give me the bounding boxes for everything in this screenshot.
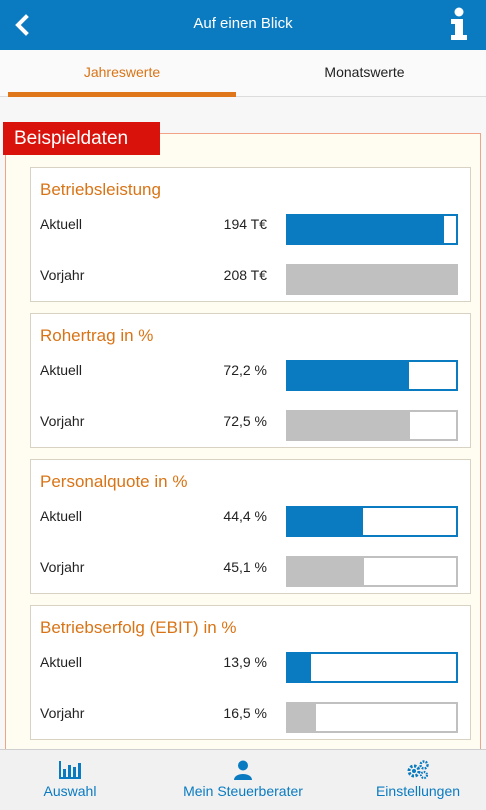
kpi-card-rohertrag: Rohertrag in % Aktuell 72,2 % Vorjahr 72… [30,313,471,448]
previous-year-bar [286,264,458,295]
chevron-left-icon [15,14,29,36]
back-button[interactable] [10,11,34,39]
sample-data-badge: Beispieldaten [3,122,160,155]
card-title: Betriebserfolg (EBIT) in % [40,618,237,637]
bar-fill [288,704,316,731]
current-bar [286,360,458,391]
previous-year-bar [286,410,458,441]
row-value: 194 T€ [223,216,267,232]
nav-auswahl[interactable]: Auswahl [20,750,120,810]
tab-jahreswerte[interactable]: Jahreswerte [8,50,236,97]
tab-label: Monatswerte [324,64,405,80]
bar-fill [288,558,364,585]
app-header: Auf einen Blick [0,0,486,50]
row-value: 72,2 % [223,362,267,378]
row-value: 72,5 % [223,413,267,429]
row-value: 44,4 % [223,508,267,524]
row-label: Aktuell [40,654,83,670]
card-title: Betriebsleistung [40,180,161,199]
bar-fill [288,216,445,243]
nav-mein-steuerberater[interactable]: Mein Steuerberater [160,750,326,810]
bottom-nav: Auswahl Mein Steuerberater Einstellungen [0,749,486,810]
row-value: 208 T€ [223,267,267,283]
nav-label: Auswahl [43,783,97,799]
info-icon [451,7,467,40]
row-label: Vorjahr [40,413,85,429]
row-label: Vorjahr [40,559,85,575]
current-bar [286,214,458,245]
row-label: Vorjahr [40,267,85,283]
info-button[interactable] [448,7,470,41]
page-title: Auf einen Blick [193,15,293,32]
bar-fill [288,362,410,389]
kpi-card-personalquote: Personalquote in % Aktuell 44,4 % Vorjah… [30,459,471,594]
bar-chart-icon [59,761,81,779]
row-label: Aktuell [40,216,83,232]
active-tab-indicator [8,92,236,97]
content-area[interactable]: Beispieldaten Betriebsleistung Aktuell 1… [0,97,486,749]
person-icon [234,760,252,780]
kpi-card-ebit: Betriebserfolg (EBIT) in % Aktuell 13,9 … [30,605,471,740]
row-label: Aktuell [40,508,83,524]
bar-fill [288,412,410,439]
row-value: 45,1 % [223,559,267,575]
current-bar [286,506,458,537]
previous-year-bar [286,556,458,587]
nav-einstellungen[interactable]: Einstellungen [360,750,476,810]
card-title: Personalquote in % [40,472,188,491]
bar-fill [288,654,312,681]
row-value: 13,9 % [223,654,267,670]
kpi-card-betriebsleistung: Betriebsleistung Aktuell 194 T€ Vorjahr … [30,167,471,302]
previous-year-bar [286,702,458,733]
bar-fill [288,508,363,535]
nav-label: Mein Steuerberater [183,783,303,799]
gears-icon [407,760,429,780]
tab-label: Jahreswerte [83,64,161,80]
current-bar [286,652,458,683]
bar-fill [288,266,456,293]
row-label: Vorjahr [40,705,85,721]
tab-monatswerte[interactable]: Monatswerte [243,50,486,97]
row-label: Aktuell [40,362,83,378]
tab-bar: Jahreswerte Monatswerte [0,50,486,97]
nav-label: Einstellungen [375,783,461,799]
row-value: 16,5 % [223,705,267,721]
card-title: Rohertrag in % [40,326,154,345]
